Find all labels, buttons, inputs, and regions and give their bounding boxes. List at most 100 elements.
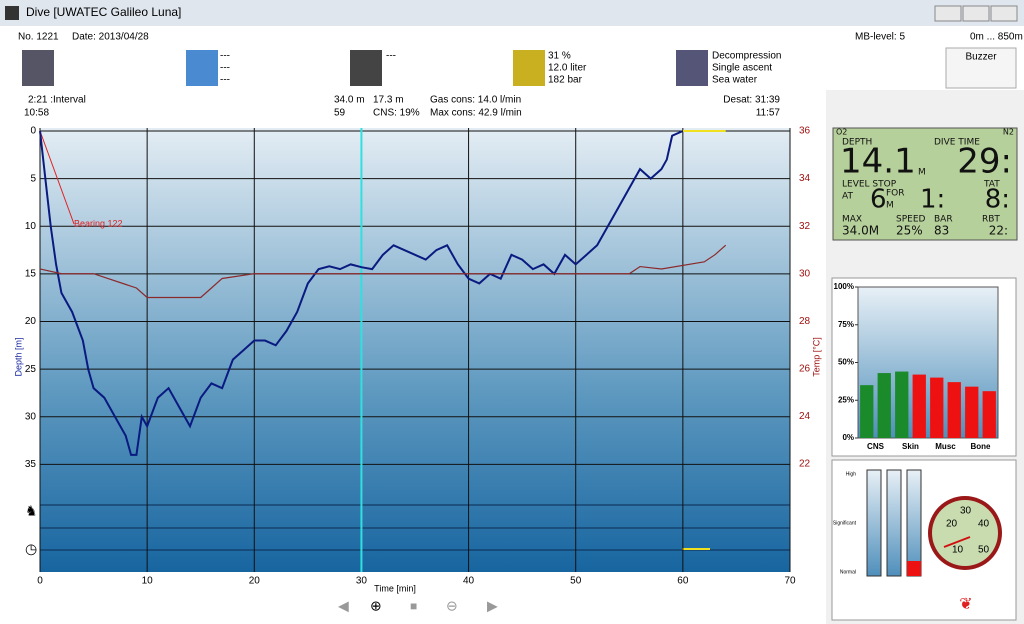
lcd-depth-label: DEPTH [842, 138, 872, 148]
buzzer-box[interactable] [945, 47, 1017, 89]
x-tick-label: 10 [142, 576, 154, 587]
mb-level: MB-level: 5 [855, 32, 905, 43]
weather-photo [186, 50, 218, 86]
tissue-bar [982, 391, 996, 438]
x-tick-label: 20 [249, 576, 261, 587]
tissue-bar [930, 377, 944, 438]
y-axis-label: Depth [m] [13, 337, 23, 376]
camera-text: --- [386, 51, 396, 62]
tissue-category: Skin [902, 442, 919, 451]
interval: 2:21 :Interval [28, 95, 86, 106]
buddy-photo [22, 50, 54, 86]
tissue-category: Musc [935, 442, 956, 451]
dive-type-3: Sea water [712, 75, 758, 86]
tank-volume: 12.0 liter [548, 63, 587, 74]
tissue-tick-label: 50% [838, 358, 854, 367]
gas-consumption: Gas cons: 14.0 l/min [430, 95, 521, 106]
x-tick-label: 0 [37, 576, 43, 587]
level-significant: Significant [833, 520, 857, 526]
lcd-tat-label: TAT [983, 180, 1000, 190]
zoom-in-button[interactable]: ⊕ [370, 598, 382, 614]
tank-photo [513, 50, 545, 86]
y2-tick-label: 30 [799, 268, 811, 279]
gauge-fill [907, 561, 921, 576]
lcd-stop-unit: M [886, 201, 894, 211]
y2-tick-label: 26 [799, 364, 811, 375]
zoom-out-button[interactable]: ⊖ [446, 598, 458, 614]
level-high: High [846, 471, 857, 477]
dive-date: Date: 2013/04/28 [72, 32, 149, 43]
lcd-stop-label: LEVEL STOP [842, 180, 897, 190]
tissue-category: CNS [867, 442, 885, 451]
avg-depth: 17.3 m [373, 95, 404, 106]
stop-button[interactable]: ■ [410, 599, 417, 613]
cns: CNS: 19% [373, 108, 420, 119]
tank-o2: 31 % [548, 51, 571, 62]
x-tick-label: 30 [356, 576, 368, 587]
max-consumption: Max cons: 42.9 l/min [430, 108, 522, 119]
window-title: Dive [UWATEC Galileo Luna] [26, 5, 181, 19]
x-tick-label: 50 [570, 576, 582, 587]
lcd-n2: N2 [1003, 128, 1014, 137]
lcd-speed: 25% [896, 224, 923, 238]
next-button[interactable]: ▶ [487, 598, 498, 614]
close-button[interactable] [990, 5, 1018, 22]
header [0, 26, 1024, 90]
gauge-bar [906, 469, 922, 577]
lcd-bar: 83 [934, 224, 949, 238]
y-tick-label: 20 [25, 316, 37, 327]
lcd-rbt-label: RBT [982, 215, 1000, 225]
tissue-bar [877, 373, 891, 438]
dial-face [932, 500, 998, 566]
lcd-stop-time: 1: [920, 185, 945, 215]
lcd-max: 34.0M [842, 224, 879, 238]
prev-button[interactable]: ◀ [338, 598, 349, 614]
y-tick-label: 15 [25, 269, 37, 280]
plot-area [40, 128, 790, 572]
clock-icon: ◷ [25, 541, 37, 557]
y-tick-label: 35 [25, 459, 37, 470]
y-tick-label: 10 [25, 221, 37, 232]
camera-photo [350, 50, 382, 86]
dial-needle [943, 536, 971, 548]
y2-tick-label: 24 [799, 411, 811, 422]
lcd-time: 29: [957, 142, 1012, 182]
dial-40: 40 [978, 519, 990, 530]
y-tick-label: 30 [25, 411, 37, 422]
lcd-rbt: 22: [989, 224, 1008, 238]
app-icon [5, 6, 19, 20]
dial-30: 30 [960, 506, 972, 517]
end-time: 11:57 [756, 108, 781, 119]
minimize-button[interactable] [934, 5, 962, 22]
altitude: 0m ... 850m [970, 32, 1023, 43]
dive-type-1: Decompression [712, 51, 781, 62]
tissue-bar [860, 385, 874, 438]
lung-icon: ❦ [959, 596, 972, 613]
tissue-bar [947, 382, 961, 438]
tank-pressure: 182 bar [548, 75, 583, 86]
dive-type-2: Single ascent [712, 63, 772, 74]
y2-tick-label: 22 [799, 459, 811, 470]
max-depth: 34.0 m [334, 95, 365, 106]
dive-number: No. 1221 [18, 32, 59, 43]
y2-axis-label: Temp [°C] [811, 337, 821, 377]
bearing-leader [39, 130, 75, 225]
tissue-tick-label: 0% [842, 433, 854, 442]
tissue-tick-label: 100% [834, 282, 854, 291]
lcd-max-label: MAX [842, 215, 862, 225]
lcd-stop-depth: 6 [870, 185, 887, 215]
y2-tick-label: 36 [799, 126, 811, 137]
x-tick-label: 40 [463, 576, 475, 587]
buzzer: Buzzer [965, 52, 997, 63]
y-tick-label: 25 [25, 364, 37, 375]
lcd-depth-unit: M [918, 168, 926, 178]
maximize-button[interactable] [962, 5, 990, 22]
tissue-tick-label: 25% [838, 395, 854, 404]
y2-tick-label: 28 [799, 316, 811, 327]
tissue-category: Bone [971, 442, 992, 451]
dial-20: 20 [946, 519, 958, 530]
bearing-annotation: Bearing 122 [74, 218, 123, 228]
x-tick-label: 70 [784, 576, 796, 587]
lcd-speed-label: SPEED [896, 215, 926, 225]
title-bar [0, 0, 1024, 26]
